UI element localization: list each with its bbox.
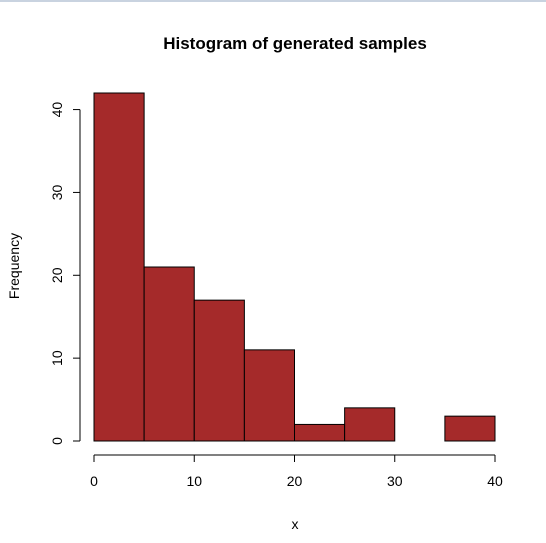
y-axis: 0 10 20 30 40 [49,102,81,445]
histogram-bar-20-25 [294,423,346,442]
histogram-bar-0-5 [93,92,145,442]
x-tick-label-10: 10 [186,473,202,489]
y-tick-label-40: 40 [49,102,65,118]
x-axis-label: x [292,516,299,532]
x-tick-label-0: 0 [90,473,98,489]
chart-title: Histogram of generated samples [163,34,427,53]
histogram-bar-15-20 [243,349,295,442]
histogram-bar-5-10 [143,266,195,442]
y-tick-label-20: 20 [49,267,65,283]
y-axis-label: Frequency [6,233,22,299]
window-top-border [0,0,546,2]
y-tick-label-30: 30 [49,184,65,200]
x-tick-label-30: 30 [387,473,403,489]
histogram-bar-25-30 [344,407,396,442]
y-tick-label-10: 10 [49,350,65,366]
x-axis: 0 10 20 30 40 [90,454,503,489]
histogram-bar-35-40 [444,415,496,442]
x-tick-label-20: 20 [287,473,303,489]
histogram-bar-10-15 [193,299,245,442]
x-tick-label-40: 40 [487,473,503,489]
bars-group [93,92,496,442]
y-tick-label-0: 0 [49,437,65,445]
